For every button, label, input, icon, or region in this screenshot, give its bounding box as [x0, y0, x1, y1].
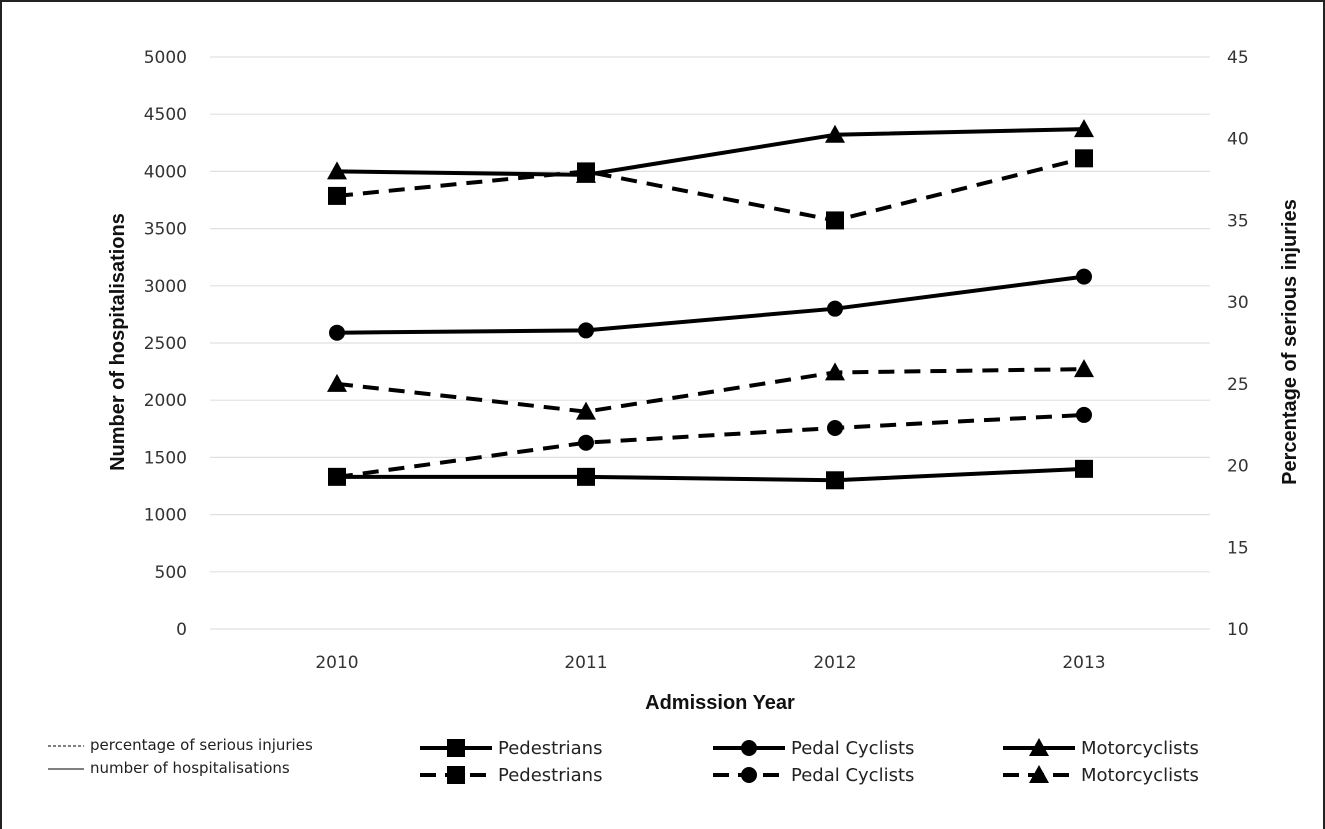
data-point — [827, 419, 843, 436]
series-motorcyclists-solid — [327, 119, 1094, 183]
legend-item: Pedal Cyclists — [713, 738, 914, 759]
left-tick-label: 3000 — [144, 277, 187, 297]
legend-marker — [1029, 738, 1049, 756]
legend: Pedestrians Pedal Cyclists Motorcyclists Pe… — [420, 738, 1199, 786]
legend-label: Pedestrians — [498, 738, 602, 759]
series-line — [336, 156, 1085, 223]
line-style-notes: percentage of serious injuries number of … — [48, 736, 313, 777]
legend-item: Pedestrians — [420, 765, 602, 786]
right-tick-label: 35 — [1227, 211, 1249, 231]
legend-item: Pedestrians — [420, 738, 602, 759]
data-point — [827, 300, 843, 317]
left-tick-label: 4000 — [144, 162, 187, 182]
right-axis-ticks: 10 15 20 25 30 35 40 45 — [1227, 48, 1249, 640]
data-point — [577, 467, 595, 486]
data-point — [1076, 406, 1092, 423]
legend-marker — [447, 739, 465, 757]
data-point — [576, 401, 596, 420]
legend-label: Pedal Cyclists — [791, 738, 914, 759]
right-tick-label: 30 — [1227, 293, 1249, 313]
x-tick-label: 2012 — [813, 653, 856, 673]
data-point — [825, 124, 845, 143]
left-tick-label: 5000 — [144, 48, 187, 68]
legend-label: Pedal Cyclists — [791, 765, 914, 786]
x-axis-title: Admission Year — [645, 692, 795, 714]
data-point — [578, 322, 594, 339]
right-tick-label: 25 — [1227, 375, 1249, 395]
left-tick-label: 0 — [176, 620, 187, 640]
series-line — [336, 367, 1085, 414]
left-tick-label: 4500 — [144, 105, 187, 125]
data-point — [1074, 119, 1094, 138]
data-point — [1076, 268, 1092, 285]
data-point — [577, 162, 595, 181]
legend-item: Motorcyclists — [1003, 738, 1199, 759]
series-line — [336, 274, 1085, 335]
right-tick-label: 10 — [1227, 620, 1249, 640]
left-tick-label: 3500 — [144, 220, 187, 240]
note-label: number of hospitalisations — [90, 759, 290, 777]
data-point — [327, 161, 347, 180]
series-line — [336, 412, 1085, 479]
data-point — [1075, 149, 1093, 168]
series-pedal-cyclists-dashed — [329, 406, 1092, 486]
left-axis-title: Number of hospitalisations — [107, 213, 129, 471]
x-tick-label: 2011 — [564, 653, 607, 673]
legend-label: Motorcyclists — [1081, 765, 1199, 786]
legend-label: Pedestrians — [498, 765, 602, 786]
left-axis-ticks: 0 500 1000 1500 2000 2500 3000 3500 4000 4500 5000 — [144, 48, 187, 640]
data-point — [826, 471, 844, 490]
legend-marker — [1029, 765, 1049, 783]
data-point — [826, 211, 844, 230]
data-point — [329, 324, 345, 341]
series-line — [337, 466, 1085, 483]
legend-item: Motorcyclists — [1003, 765, 1199, 786]
right-axis-title: Percentage of serious injuries — [1279, 199, 1301, 485]
data-point — [329, 469, 345, 486]
data-point — [327, 373, 347, 392]
series-pedal-cyclists-solid — [329, 268, 1092, 341]
legend-marker — [447, 766, 465, 784]
data-point — [1074, 359, 1094, 378]
right-tick-label: 45 — [1227, 48, 1249, 68]
left-tick-label: 2500 — [144, 334, 187, 354]
data-point — [578, 434, 594, 451]
right-tick-label: 15 — [1227, 538, 1249, 558]
gridlines — [210, 56, 1210, 630]
series-motorcyclists-dashed — [327, 359, 1094, 420]
x-tick-label: 2010 — [315, 653, 358, 673]
right-tick-label: 40 — [1227, 130, 1249, 150]
data-point — [328, 186, 346, 205]
left-tick-label: 1000 — [144, 506, 187, 526]
legend-marker — [741, 767, 757, 783]
series-pedestrians-dashed — [328, 149, 1093, 230]
data-point — [1075, 459, 1093, 478]
series-layer — [327, 119, 1094, 490]
note-label: percentage of serious injuries — [90, 736, 313, 754]
x-axis-ticks: 2010 2011 2012 2013 — [315, 653, 1105, 673]
left-tick-label: 1500 — [144, 448, 187, 468]
right-tick-label: 20 — [1227, 457, 1249, 477]
x-tick-label: 2013 — [1062, 653, 1105, 673]
left-tick-label: 2000 — [144, 391, 187, 411]
legend-item: Pedal Cyclists — [713, 765, 914, 786]
legend-label: Motorcyclists — [1081, 738, 1199, 759]
legend-marker — [741, 740, 757, 756]
data-point — [825, 362, 845, 381]
left-tick-label: 500 — [155, 563, 187, 583]
series-line — [336, 127, 1085, 177]
